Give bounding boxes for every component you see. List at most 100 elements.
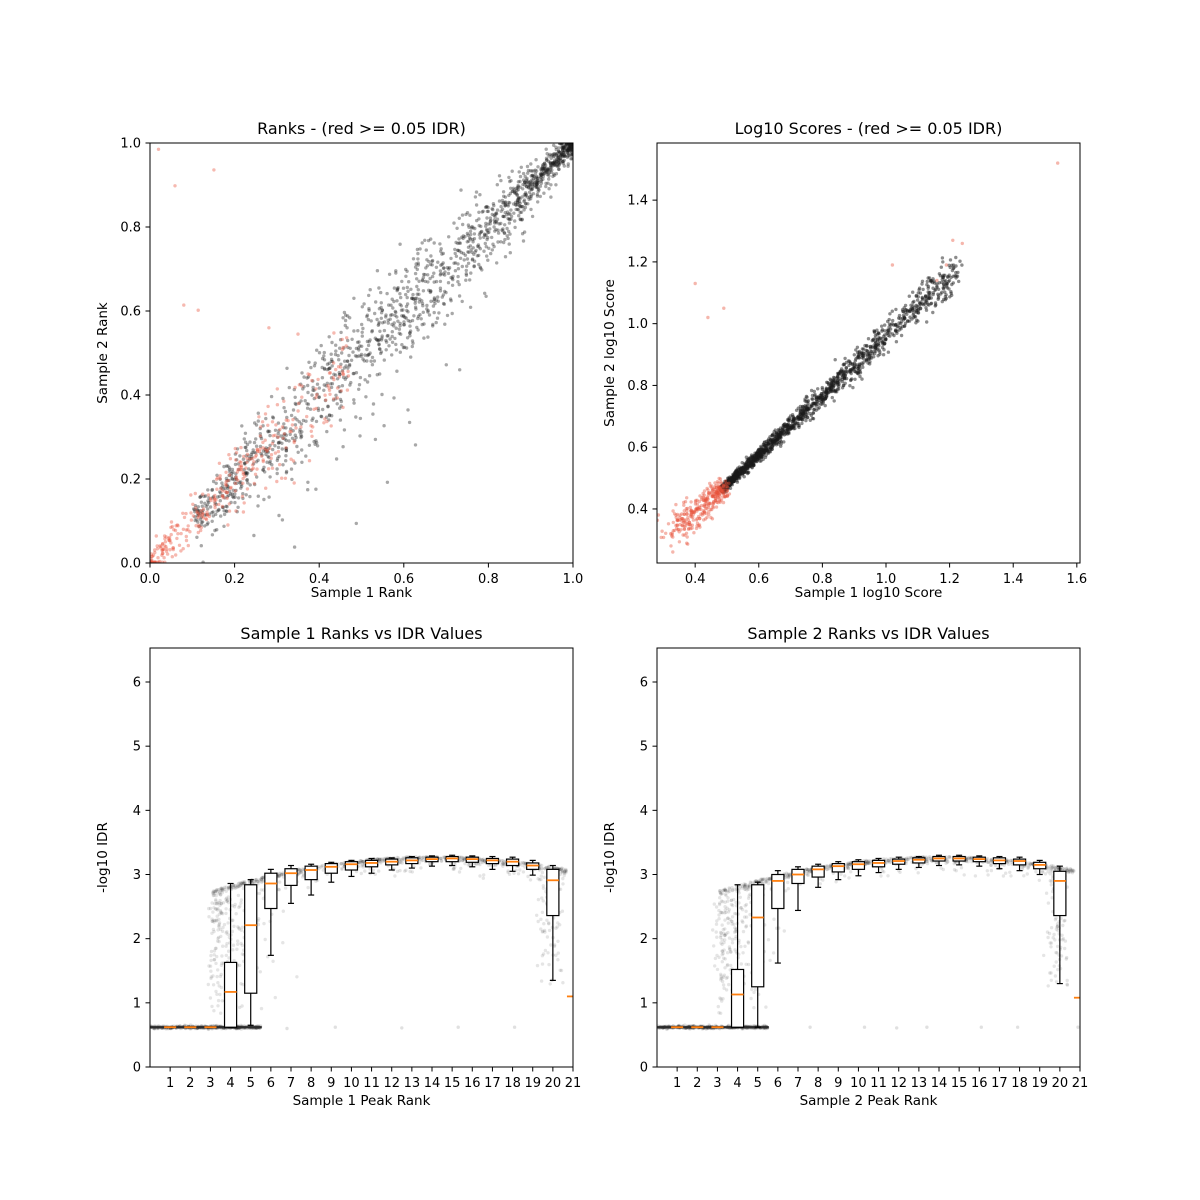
x-tick-label: 0.6 (393, 572, 414, 587)
x-ticks: 0.4 0.6 0.8 1.0 1.2 1.4 1.6 (685, 563, 1087, 587)
plot-title: Sample 2 Ranks vs IDR Values (747, 624, 989, 643)
boxplot-group (671, 854, 1080, 1029)
plot-data (150, 854, 573, 1032)
boxplot-box (831, 862, 845, 873)
x-tick-label: 14 (424, 1076, 441, 1091)
y-axis-label: -log10 IDR (602, 822, 618, 893)
x-axis-label: Sample 1 Rank (311, 585, 413, 601)
y-axis-label: -log10 IDR (95, 822, 111, 893)
y-tick-label: 0.8 (627, 379, 648, 394)
y-tick-label: 2 (640, 932, 648, 947)
y-tick-label: 0 (640, 1061, 648, 1076)
y-tick-label: 0.0 (120, 557, 141, 572)
x-tick-label: 18 (1011, 1076, 1028, 1091)
boxplot-box (1012, 858, 1027, 866)
y-ticks: 0.0 0.2 0.4 0.6 0.8 1.0 (120, 137, 150, 572)
subplot-sample2-idr-boxplot: Sample 2 Ranks vs IDR Values Sample 2 Pe… (602, 624, 1088, 1109)
subplot-log10-scores-scatter: Log10 Scores - (red >= 0.05 IDR) Sample … (602, 119, 1087, 601)
boxplot-box (791, 868, 805, 885)
boxplot-box (811, 865, 825, 878)
y-tick-label: 5 (640, 740, 648, 755)
y-axis-label: Sample 2 log10 Score (602, 279, 618, 427)
idr-scatter-points (285, 1025, 517, 1031)
y-axis-label: Sample 2 Rank (95, 302, 111, 404)
x-tick-label: 1 (166, 1076, 174, 1091)
boxplot-box (771, 873, 785, 910)
x-tick-label: 5 (754, 1076, 762, 1091)
x-tick-label: 18 (504, 1076, 521, 1091)
y-tick-label: 0.8 (120, 221, 141, 236)
y-tick-label: 0 (133, 1061, 141, 1076)
x-tick-label: 17 (991, 1076, 1008, 1091)
boxplot-box (284, 868, 298, 887)
x-tick-label: 0.4 (309, 572, 330, 587)
x-tick-label: 14 (931, 1076, 948, 1091)
x-tick-label: 10 (343, 1076, 360, 1091)
y-tick-label: 0.6 (627, 441, 648, 456)
y-tick-label: 4 (133, 804, 141, 819)
x-tick-label: 12 (890, 1076, 907, 1091)
y-tick-label: 0.2 (120, 473, 141, 488)
x-tick-label: 16 (464, 1076, 481, 1091)
x-tick-label: 21 (1072, 1076, 1089, 1091)
x-tick-label: 0.2 (224, 572, 245, 587)
x-ticks: 1 2 3 4 5 6 7 8 9 10 11 12 13 14 15 16 17 18 19 20 21 (166, 1067, 581, 1091)
axes-spines (656, 647, 1081, 1068)
y-ticks: 0 1 2 3 4 5 6 (133, 676, 150, 1076)
x-tick-label: 1.0 (876, 572, 897, 587)
scatter-points-red (657, 161, 1060, 554)
x-tick-label: 7 (794, 1076, 802, 1091)
y-ticks: 0.4 0.6 0.8 1.0 1.2 1.4 (627, 194, 657, 517)
x-tick-label: 19 (524, 1076, 541, 1091)
y-tick-label: 4 (640, 804, 648, 819)
x-tick-label: 21 (565, 1076, 582, 1091)
x-tick-label: 0.8 (478, 572, 499, 587)
boxplot-box (244, 884, 258, 994)
axes-area: 0.4 0.6 0.8 1.0 1.2 1.4 1.6 0.4 0.6 0.8 1.0 1.2 1.4 (627, 142, 1087, 587)
x-axis-label: Sample 1 Peak Rank (293, 1093, 431, 1109)
boxplot-group (164, 854, 573, 1029)
axes-spines (149, 647, 574, 1068)
x-tick-label: 1.6 (1066, 572, 1087, 587)
y-tick-label: 3 (133, 868, 141, 883)
x-tick-label: 15 (444, 1076, 461, 1091)
boxplot-box (324, 862, 338, 874)
x-tick-label: 7 (287, 1076, 295, 1091)
y-tick-label: 1.0 (120, 137, 141, 152)
x-ticks: 0.0 0.2 0.4 0.6 0.8 1.0 (140, 563, 584, 587)
x-tick-label: 15 (951, 1076, 968, 1091)
boxplot-box (264, 872, 278, 910)
plot-title: Ranks - (red >= 0.05 IDR) (257, 119, 466, 138)
y-tick-label: 0.4 (120, 389, 141, 404)
x-tick-label: 0.8 (812, 572, 833, 587)
x-tick-label: 13 (911, 1076, 928, 1091)
y-tick-label: 1.4 (627, 194, 648, 209)
y-tick-label: 6 (133, 676, 141, 691)
x-tick-label: 1.0 (563, 572, 584, 587)
x-ticks: 1 2 3 4 5 6 7 8 9 10 11 12 13 14 15 16 17 18 19 20 21 (673, 1067, 1088, 1091)
x-tick-label: 9 (327, 1076, 335, 1091)
x-tick-label: 4 (733, 1076, 741, 1091)
x-tick-label: 0.4 (685, 572, 706, 587)
x-tick-label: 8 (814, 1076, 822, 1091)
plot-title: Sample 1 Ranks vs IDR Values (240, 624, 482, 643)
y-tick-label: 2 (133, 932, 141, 947)
boxplot-box (304, 865, 318, 881)
x-tick-label: 1.4 (1003, 572, 1024, 587)
x-tick-label: 2 (186, 1076, 194, 1091)
y-ticks: 0 1 2 3 4 5 6 (640, 676, 657, 1076)
x-tick-label: 8 (307, 1076, 315, 1091)
y-tick-label: 1 (133, 996, 141, 1011)
boxplot-box (851, 861, 866, 870)
x-tick-label: 0.6 (748, 572, 769, 587)
scatter-points-red (150, 147, 351, 563)
subplot-ranks-scatter: Ranks - (red >= 0.05 IDR) Sample 1 Rank … (95, 119, 583, 601)
x-tick-label: 11 (363, 1076, 380, 1091)
axes-area: 0.0 0.2 0.4 0.6 0.8 1.0 0.0 0.2 0.4 0.6 0.8 1.0 (120, 137, 583, 588)
x-tick-label: 1.2 (939, 572, 960, 587)
x-axis-label: Sample 2 Peak Rank (800, 1093, 938, 1109)
x-tick-label: 6 (267, 1076, 275, 1091)
y-tick-label: 1.2 (627, 255, 648, 270)
